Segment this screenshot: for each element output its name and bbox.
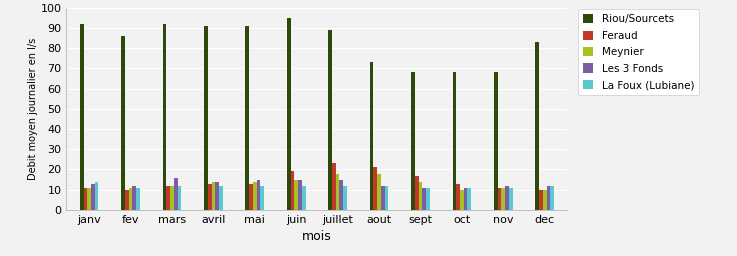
Bar: [539, 190, 543, 210]
Bar: [422, 188, 426, 210]
Bar: [505, 186, 509, 210]
Y-axis label: Debit moyen journalier en l/s: Debit moyen journalier en l/s: [28, 38, 38, 180]
Bar: [415, 176, 419, 210]
Bar: [501, 188, 505, 210]
X-axis label: mois: mois: [302, 230, 332, 243]
Bar: [419, 182, 422, 210]
Bar: [219, 186, 223, 210]
Bar: [547, 186, 551, 210]
Bar: [456, 184, 460, 210]
Bar: [212, 182, 215, 210]
Bar: [301, 186, 306, 210]
Bar: [83, 188, 87, 210]
Bar: [328, 30, 332, 210]
Bar: [163, 24, 167, 210]
Bar: [343, 186, 347, 210]
Bar: [543, 190, 547, 210]
Bar: [87, 188, 91, 210]
Bar: [374, 167, 377, 210]
Bar: [294, 180, 298, 210]
Bar: [551, 186, 554, 210]
Bar: [245, 26, 249, 210]
Bar: [287, 18, 290, 210]
Bar: [535, 42, 539, 210]
Bar: [129, 188, 133, 210]
Bar: [377, 174, 381, 210]
Bar: [340, 180, 343, 210]
Bar: [178, 186, 181, 210]
Bar: [121, 36, 125, 210]
Bar: [174, 178, 178, 210]
Bar: [426, 188, 430, 210]
Bar: [94, 182, 99, 210]
Bar: [253, 182, 256, 210]
Bar: [385, 186, 388, 210]
Bar: [80, 24, 83, 210]
Bar: [298, 180, 301, 210]
Bar: [381, 186, 385, 210]
Bar: [336, 174, 340, 210]
Bar: [91, 184, 94, 210]
Bar: [290, 172, 294, 210]
Bar: [167, 186, 170, 210]
Bar: [170, 186, 174, 210]
Bar: [256, 180, 260, 210]
Bar: [125, 190, 129, 210]
Bar: [215, 182, 219, 210]
Bar: [208, 184, 212, 210]
Bar: [249, 184, 253, 210]
Bar: [204, 26, 208, 210]
Bar: [497, 188, 501, 210]
Bar: [453, 72, 456, 210]
Bar: [494, 72, 497, 210]
Bar: [260, 186, 264, 210]
Bar: [467, 188, 471, 210]
Bar: [332, 163, 336, 210]
Bar: [464, 188, 467, 210]
Legend: Riou/Sourcets, Feraud, Meynier, Les 3 Fonds, La Foux (Lubiane): Riou/Sourcets, Feraud, Meynier, Les 3 Fo…: [578, 9, 699, 95]
Bar: [133, 186, 136, 210]
Bar: [411, 72, 415, 210]
Bar: [460, 190, 464, 210]
Bar: [370, 62, 374, 210]
Bar: [509, 188, 513, 210]
Bar: [136, 188, 140, 210]
